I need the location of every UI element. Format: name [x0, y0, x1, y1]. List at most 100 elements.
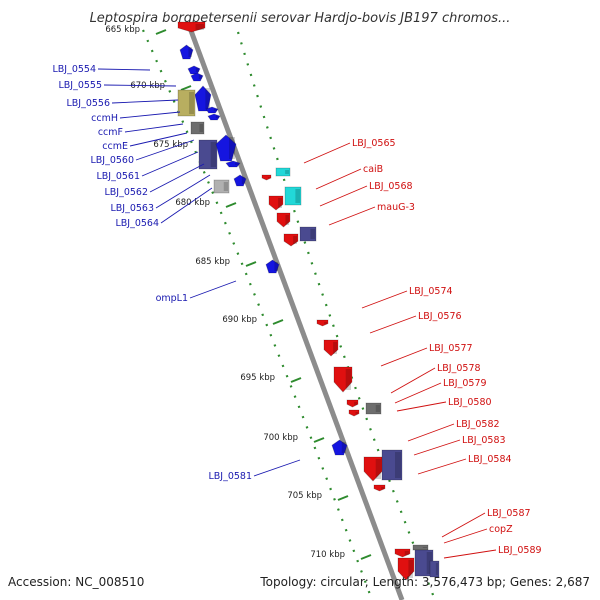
- gene-feature: [190, 121, 205, 135]
- gene-label-forward: LBJ_0563: [110, 203, 154, 214]
- gene-feature: [207, 113, 221, 121]
- map-title: Leptospira borgpetersenii serovar Hardjo…: [90, 11, 511, 26]
- gene-feature: [316, 319, 329, 327]
- gene-shade: [354, 402, 357, 405]
- gene-shade: [355, 412, 358, 414]
- leader-line: [141, 151, 199, 177]
- leader-line: [396, 401, 447, 412]
- leader-line: [97, 68, 151, 71]
- gene-feature: [187, 65, 201, 75]
- tick-mark: [272, 319, 284, 325]
- gene-shade: [205, 88, 210, 109]
- gene-shade: [422, 547, 427, 548]
- tick-mark: [155, 29, 167, 35]
- gene-shade: [223, 182, 228, 191]
- gene-label-forward: LBJ_0564: [115, 218, 159, 229]
- leader-line: [119, 111, 181, 119]
- tick-label: 695 kbp: [240, 373, 275, 383]
- gene-label-reverse: LBJ_0582: [456, 419, 500, 430]
- tick-mark: [360, 554, 372, 560]
- gene-shade: [189, 92, 194, 114]
- leader-line: [111, 99, 179, 104]
- gene-shade: [195, 24, 204, 30]
- gene-feature: [215, 134, 237, 162]
- leader-line: [160, 187, 213, 224]
- gene-shade: [267, 177, 270, 178]
- gene-shade: [435, 563, 438, 575]
- leader-line: [413, 439, 461, 456]
- gene-feature: [348, 409, 360, 417]
- gene-feature: [177, 21, 206, 33]
- gene-feature: [198, 139, 218, 170]
- gene-feature: [394, 548, 411, 558]
- tick-label: 705 kbp: [287, 491, 322, 501]
- gene-feature: [283, 233, 299, 247]
- gene-feature: [363, 456, 383, 482]
- gene-shade: [324, 322, 327, 324]
- leader-line: [315, 168, 362, 190]
- gene-label-reverse: caiB: [363, 164, 383, 175]
- gene-feature: [268, 195, 284, 211]
- gene-shade: [241, 177, 245, 184]
- gene-shade: [381, 487, 384, 489]
- tick-label: 700 kbp: [263, 433, 298, 443]
- gene-label-reverse: LBJ_0568: [369, 181, 413, 192]
- gene-label-reverse: LBJ_0589: [498, 545, 542, 556]
- gene-shade: [235, 163, 239, 165]
- tick-mark: [290, 377, 302, 383]
- gene-label-reverse: LBJ_0565: [352, 138, 396, 149]
- leader-line: [443, 528, 488, 544]
- leader-line: [369, 315, 417, 334]
- leader-line: [155, 174, 211, 209]
- gene-labels: LBJ_0554 LBJ_0555 LBJ_0556 ccmH ccmF ccmE LBJ_…: [52, 64, 541, 556]
- leader-line: [103, 84, 177, 87]
- gene-feature: [261, 174, 272, 181]
- gene-feature: [213, 179, 230, 194]
- gene-shade: [229, 137, 235, 159]
- gene-label-forward: ompL1: [156, 293, 188, 304]
- gene-feature: [276, 212, 291, 228]
- leader-line: [135, 139, 195, 161]
- tick-label: 680 kbp: [175, 198, 210, 208]
- gene-shade: [395, 452, 401, 478]
- gene-feature: [381, 449, 403, 481]
- gene-feature: [346, 399, 359, 408]
- leader-line: [443, 549, 497, 559]
- gene-shade: [333, 342, 337, 354]
- leader-line: [361, 290, 408, 309]
- gene-shade: [195, 68, 199, 72]
- gene-label-reverse: LBJ_0579: [443, 378, 487, 389]
- gene-shade: [293, 236, 297, 244]
- label-leaders: [97, 68, 497, 559]
- gene-feature: [225, 160, 241, 168]
- gene-label-reverse: LBJ_0583: [462, 435, 506, 446]
- gene-label-forward: LBJ_0556: [66, 98, 110, 109]
- gene-shade: [199, 124, 203, 132]
- gene-shade: [285, 170, 289, 174]
- tick-mark: [180, 85, 192, 91]
- gene-feature: [205, 106, 219, 114]
- gene-shade: [285, 215, 289, 225]
- gene-feature: [284, 186, 302, 206]
- tick-mark: [337, 495, 349, 501]
- gene-feature: [299, 226, 317, 242]
- gene-feature: [233, 174, 247, 187]
- gene-shade: [215, 116, 219, 118]
- gene-shade: [274, 262, 278, 271]
- gene-feature: [179, 44, 194, 60]
- gene-label-reverse: LBJ_0584: [468, 454, 512, 465]
- leader-line: [189, 280, 237, 299]
- gene-shade: [375, 405, 380, 412]
- inner-track: [236, 31, 437, 600]
- gene-feature: [194, 85, 212, 112]
- outer-track: [141, 29, 374, 600]
- gene-shade: [310, 229, 315, 239]
- leader-line: [303, 142, 351, 164]
- gene-feature: [333, 366, 353, 393]
- tick-label: 665 kbp: [105, 25, 140, 35]
- gene-shade: [345, 369, 351, 390]
- tick-mark: [225, 202, 237, 208]
- gene-label-forward: LBJ_0555: [58, 80, 102, 91]
- gene-shade: [404, 551, 409, 555]
- leader-line: [328, 206, 376, 226]
